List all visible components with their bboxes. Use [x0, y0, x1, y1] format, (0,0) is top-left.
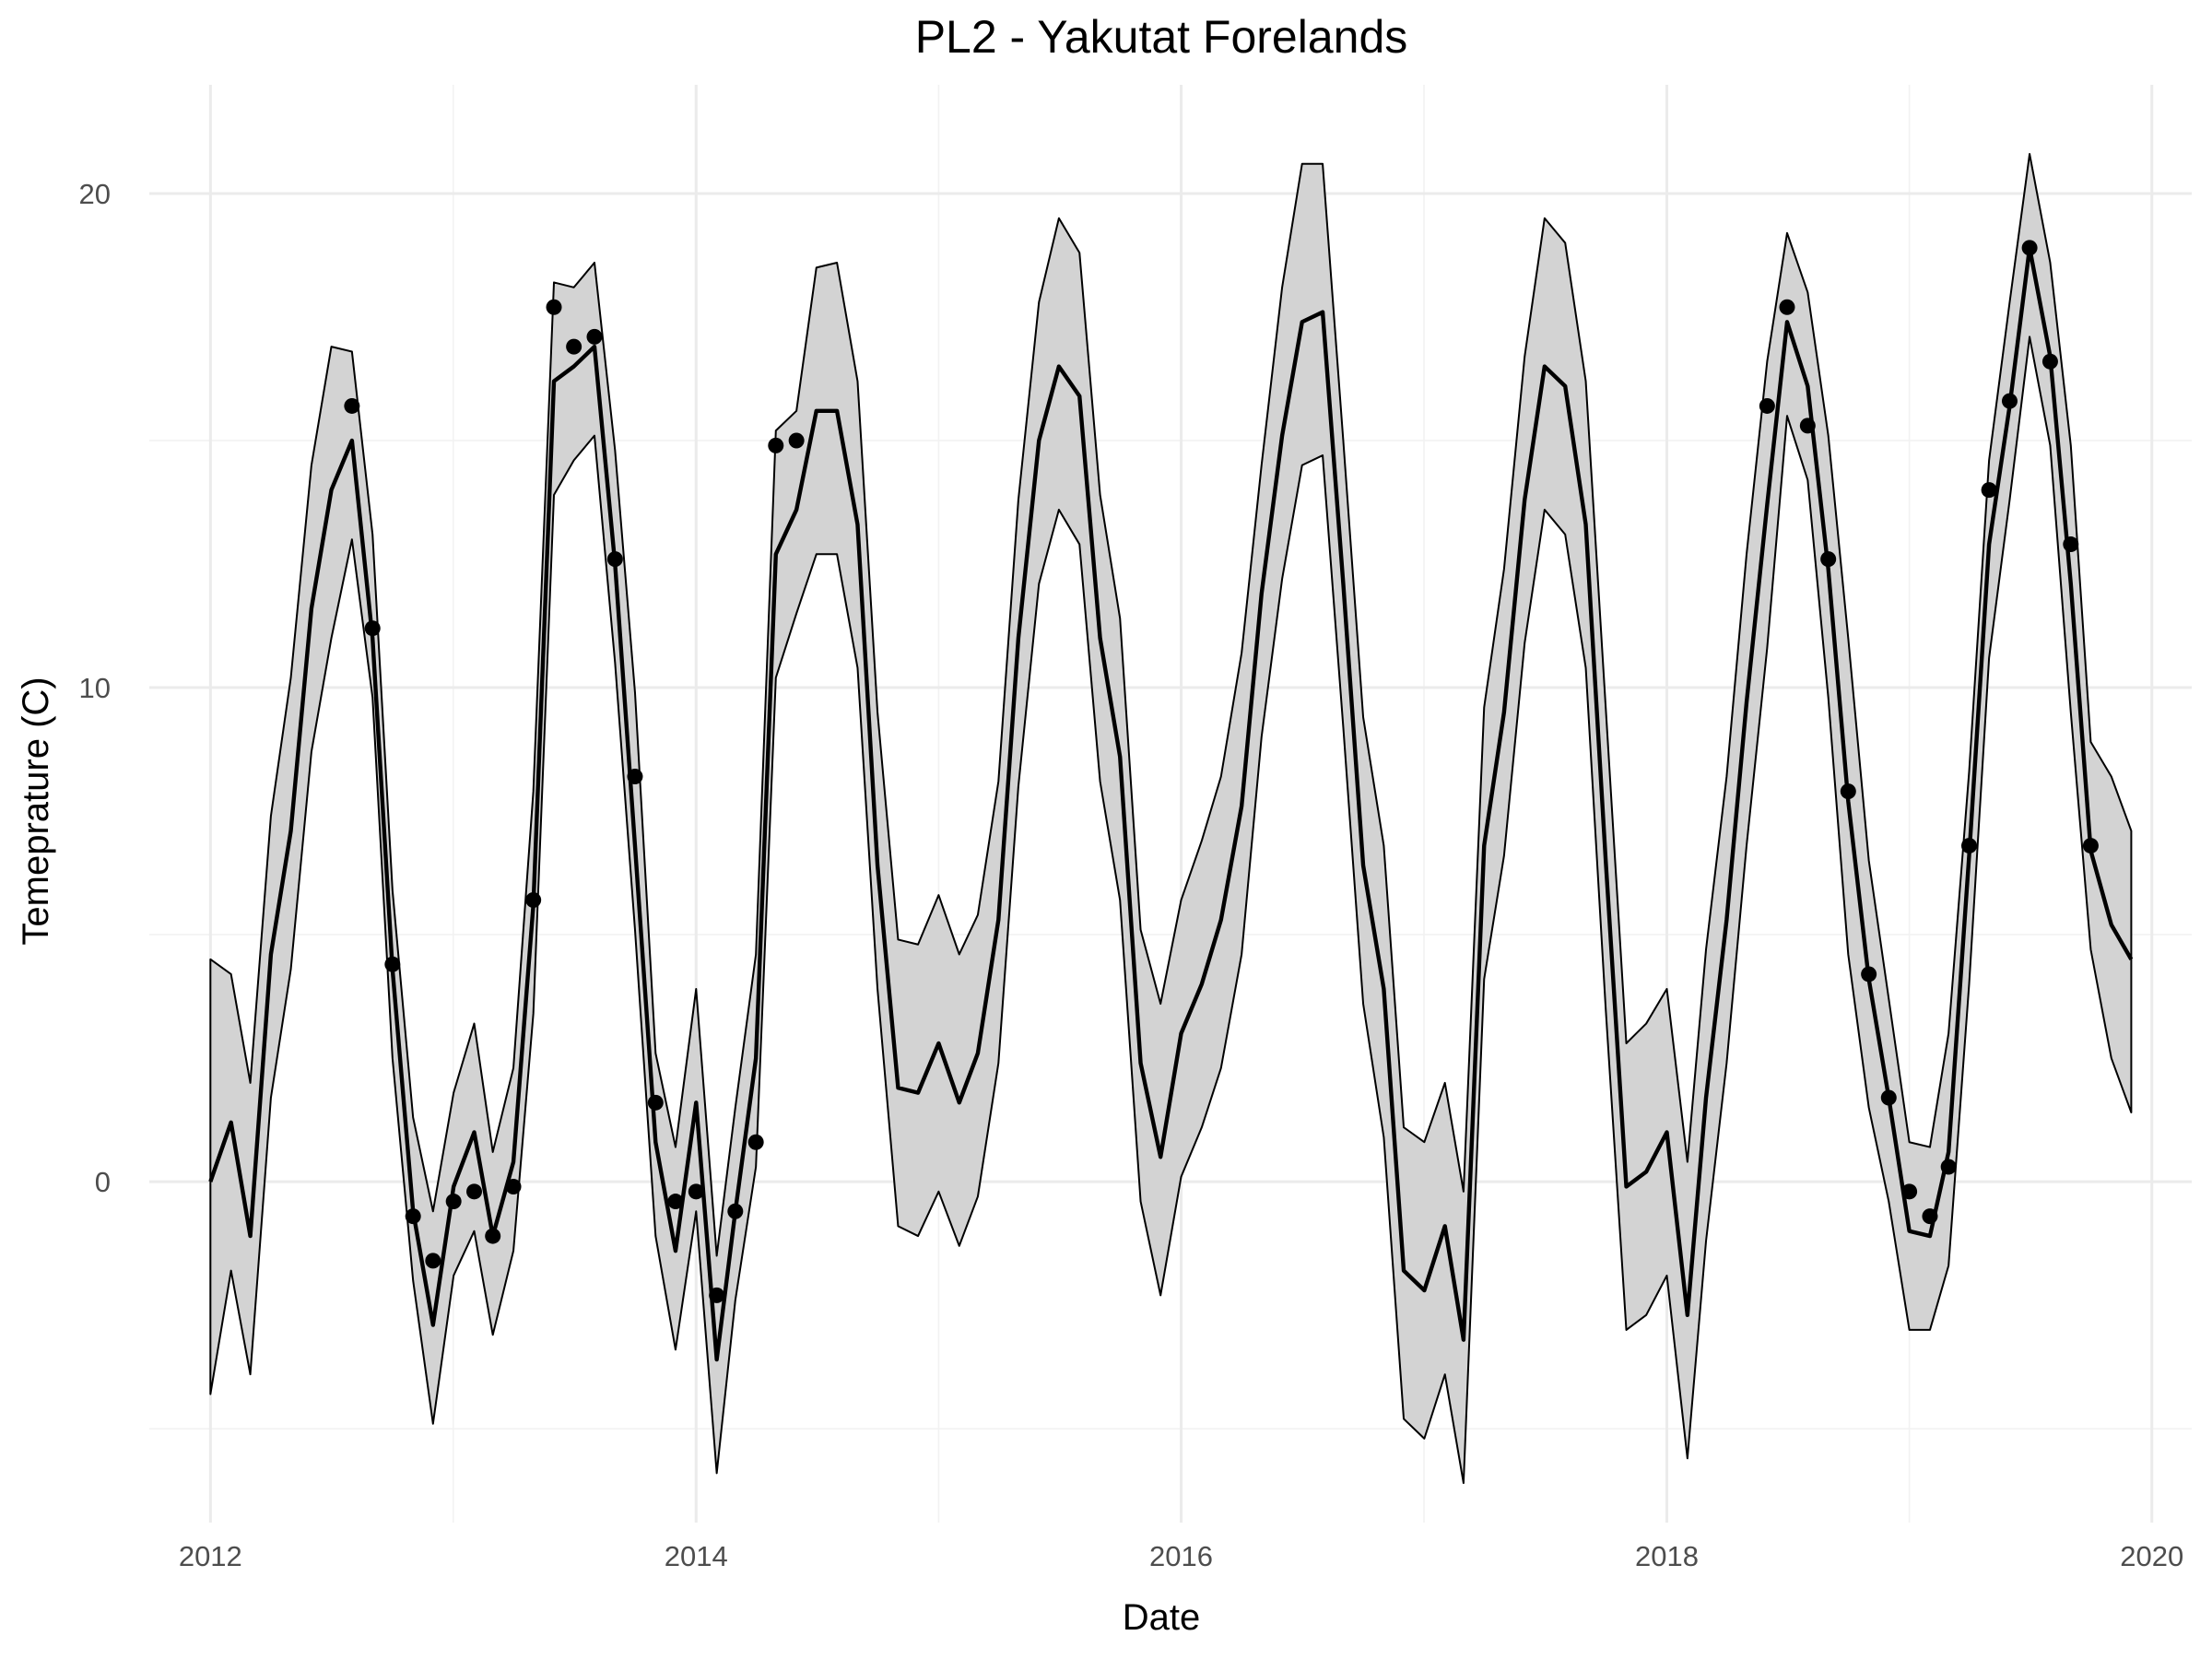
observed-data-point — [364, 620, 381, 637]
observed-data-point — [1880, 1089, 1897, 1106]
observed-data-point — [1922, 1208, 1938, 1225]
x-tick-label: 2018 — [1635, 1540, 1699, 1572]
observed-data-point — [2063, 536, 2079, 553]
observed-data-point — [647, 1094, 664, 1111]
observed-data-point — [1799, 418, 1816, 434]
observed-data-point — [2021, 240, 2038, 256]
x-tick-label: 2014 — [665, 1540, 728, 1572]
observed-data-point — [586, 328, 603, 345]
observed-data-point — [768, 437, 784, 453]
observed-data-point — [627, 769, 643, 785]
observed-data-point — [1981, 482, 1997, 499]
observed-data-point — [1779, 299, 1795, 315]
observed-data-point — [466, 1183, 483, 1200]
y-axis-tick-labels: 0 10 20 — [79, 178, 111, 1198]
plot-gridlines — [149, 85, 2192, 1523]
observed-data-point — [1861, 966, 1877, 982]
observed-data-point — [1840, 783, 1856, 800]
observed-data-point — [2001, 393, 2018, 409]
fitted-line-layer — [208, 245, 2134, 1362]
observed-data-point — [525, 892, 542, 909]
y-tick-label: 10 — [79, 672, 111, 704]
observed-data-point — [2041, 353, 2058, 370]
observed-data-point — [606, 551, 623, 568]
observed-data-point — [2082, 838, 2099, 854]
observed-data-point — [788, 432, 805, 449]
fitted-temperature-line — [208, 245, 2134, 1362]
x-tick-label: 2012 — [179, 1540, 242, 1572]
x-axis-title: Date — [1123, 1597, 1201, 1638]
observed-data-point — [1940, 1159, 1957, 1175]
observed-data-point — [485, 1228, 501, 1244]
observed-data-point — [566, 338, 582, 355]
observed-data-point — [405, 1208, 421, 1225]
confidence-band-layer — [209, 153, 2133, 1485]
observed-data-point — [688, 1183, 704, 1200]
observed-data-point — [425, 1253, 441, 1269]
confidence-band — [209, 153, 2133, 1485]
x-tick-label: 2020 — [2120, 1540, 2183, 1572]
observed-data-point — [546, 299, 562, 315]
y-axis-title: Temeprature (C) — [16, 677, 56, 945]
observed-data-point — [384, 956, 401, 972]
observed-data-point — [667, 1194, 684, 1210]
observed-data-point — [1961, 838, 1977, 854]
observed-data-point — [505, 1178, 522, 1194]
observed-data-point — [1901, 1183, 1918, 1200]
observation-points-layer — [344, 240, 2099, 1303]
x-axis-tick-labels: 2012 2014 2016 2018 2020 — [179, 1540, 2183, 1572]
x-tick-label: 2016 — [1149, 1540, 1213, 1572]
y-tick-label: 0 — [95, 1166, 111, 1198]
observed-data-point — [747, 1134, 764, 1150]
observed-data-point — [1820, 551, 1837, 568]
observed-data-point — [1759, 397, 1775, 414]
observed-data-point — [445, 1194, 462, 1210]
chart-title: PL2 - Yakutat Forelands — [915, 11, 1408, 63]
y-tick-label: 20 — [79, 178, 111, 210]
observed-data-point — [727, 1203, 744, 1219]
observed-data-point — [709, 1287, 725, 1303]
observed-data-point — [344, 397, 360, 414]
